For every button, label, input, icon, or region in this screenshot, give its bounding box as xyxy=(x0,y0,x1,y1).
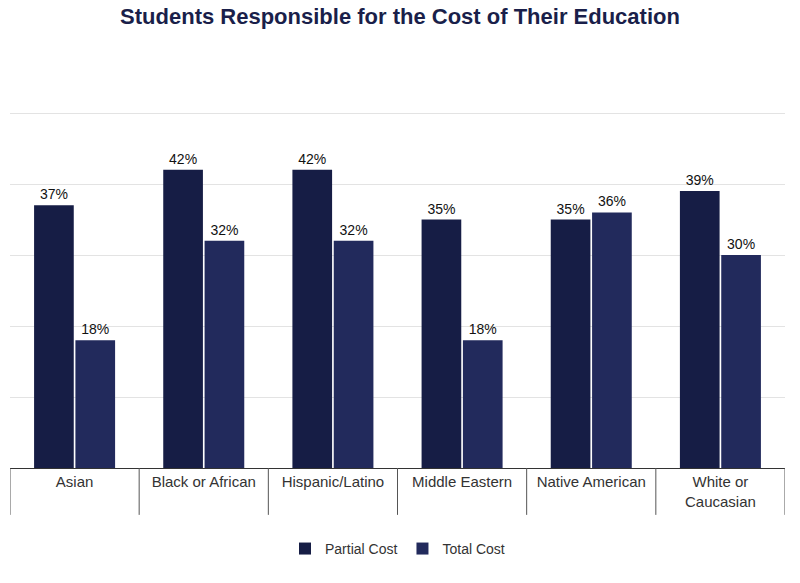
svg-text:White orCaucasian: White orCaucasian xyxy=(685,473,756,510)
svg-text:Total Cost: Total Cost xyxy=(442,541,504,557)
svg-text:18%: 18% xyxy=(469,321,497,337)
svg-text:39%: 39% xyxy=(686,172,714,188)
svg-text:42%: 42% xyxy=(298,151,326,167)
svg-text:35%: 35% xyxy=(427,201,455,217)
svg-text:Asian: Asian xyxy=(56,473,94,490)
svg-text:Native American: Native American xyxy=(537,473,646,490)
svg-text:Partial Cost: Partial Cost xyxy=(325,541,397,557)
svg-text:42%: 42% xyxy=(169,151,197,167)
svg-text:18%: 18% xyxy=(81,321,109,337)
svg-text:37%: 37% xyxy=(40,186,68,202)
svg-text:Black or African: Black or African xyxy=(152,473,256,490)
svg-text:32%: 32% xyxy=(210,222,238,238)
svg-text:Hispanic/Latino: Hispanic/Latino xyxy=(282,473,385,490)
svg-text:35%: 35% xyxy=(557,201,585,217)
svg-text:30%: 30% xyxy=(727,236,755,252)
svg-text:36%: 36% xyxy=(598,193,626,209)
svg-text:32%: 32% xyxy=(340,222,368,238)
svg-text:Middle Eastern: Middle Eastern xyxy=(412,473,512,490)
svg-text:Students Responsible for the C: Students Responsible for the Cost of The… xyxy=(120,4,680,29)
